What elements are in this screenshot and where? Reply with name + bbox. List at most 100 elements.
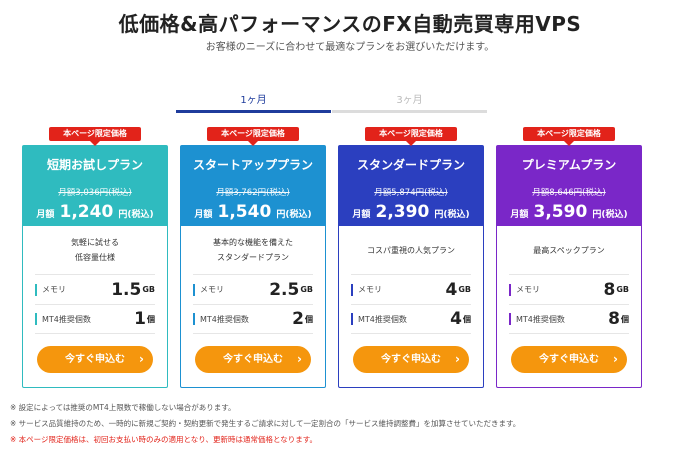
plan-name: スタートアッププラン xyxy=(192,158,313,172)
price-line: 月額 1,540 円(税込) xyxy=(181,202,325,222)
plan-card-premium: 本ページ限定価格 プレミアムプラン 月額8,646円(税込) 月額 3,590 … xyxy=(496,127,642,388)
plan-card-standard: 本ページ限定価格 スタンダードプラン 月額5,874円(税込) 月額 2,390… xyxy=(338,127,484,388)
spec-label: メモリ xyxy=(200,285,224,294)
plan-header: スタートアッププラン 月額3,762円(税込) 月額 1,540 円(税込) xyxy=(181,146,325,226)
spec-marker xyxy=(351,283,353,296)
spec-label: メモリ xyxy=(358,285,382,294)
apply-now-label: 今すぐ申込む xyxy=(223,354,283,365)
price-prefix: 月額 xyxy=(36,210,55,220)
limited-price-badge: 本ページ限定価格 xyxy=(523,127,615,141)
limited-price-badge: 本ページ限定価格 xyxy=(207,127,299,141)
spec-marker xyxy=(509,283,511,296)
spec-label: メモリ xyxy=(42,285,66,294)
plan-description-line: 最高スペックプラン xyxy=(533,245,605,255)
plan-card-trial: 本ページ限定価格 短期お試しプラン 月額3,036円(税込) 月額 1,240 … xyxy=(22,127,168,388)
plan-description: 基本的な機能を備えた スタンダードプラン xyxy=(181,226,325,274)
chevron-right-icon: › xyxy=(297,352,302,366)
spec-value: 1 xyxy=(134,309,146,329)
price-amount: 1,240 xyxy=(59,202,114,222)
spec-marker xyxy=(35,313,37,325)
footnote: ※ サービス品質維持のため、一時的に新規ご契約・契約更新で発生するご請求に対して… xyxy=(10,419,521,428)
footnote: ※ 設定によっては推奨のMT4上限数で稼働しない場合があります。 xyxy=(10,403,236,412)
spec-row-mt4: MT4推奨個数 4 個 xyxy=(351,304,471,334)
price-suffix: 円(税込) xyxy=(592,210,628,220)
apply-now-button[interactable]: 今すぐ申込む › xyxy=(353,346,469,373)
spec-label: MT4推奨個数 xyxy=(516,314,565,324)
plan-description: コスパ重視の人気プラン xyxy=(339,226,483,274)
price-line: 月額 3,590 円(税込) xyxy=(497,202,641,222)
spec-marker xyxy=(509,313,511,325)
plan-description-line: 低容量仕様 xyxy=(75,253,115,262)
spec-marker xyxy=(35,283,37,296)
spec-value: 8 xyxy=(608,309,620,329)
limited-price-badge: 本ページ限定価格 xyxy=(365,127,457,141)
plan-description: 最高スペックプラン xyxy=(497,226,641,274)
billing-period-tabs: 1ヶ月 3ヶ月 xyxy=(176,93,487,113)
old-price: 月額8,646円(税込) xyxy=(532,188,606,198)
plan-description-line: コスパ重視の人気プラン xyxy=(367,245,455,255)
spec-label: MT4推奨個数 xyxy=(200,314,249,324)
spec-label: メモリ xyxy=(516,285,540,294)
spec-marker xyxy=(193,313,195,325)
price-suffix: 円(税込) xyxy=(276,210,312,220)
plan-header: プレミアムプラン 月額8,646円(税込) 月額 3,590 円(税込) xyxy=(497,146,641,226)
spec-row-memory: メモリ 2.5 GB xyxy=(193,274,313,304)
footnotes: ※ 設定によっては推奨のMT4上限数で稼働しない場合があります。 ※ サービス品… xyxy=(10,400,520,448)
spec-row-memory: メモリ 4 GB xyxy=(351,274,471,304)
spec-unit: GB xyxy=(458,285,471,294)
spec-unit: 個 xyxy=(621,314,629,324)
plan-name: スタンダードプラン xyxy=(356,158,465,172)
price-line: 月額 2,390 円(税込) xyxy=(339,202,483,222)
apply-now-button[interactable]: 今すぐ申込む › xyxy=(511,346,627,373)
price-amount: 2,390 xyxy=(375,202,430,222)
price-prefix: 月額 xyxy=(510,210,529,220)
spec-marker xyxy=(193,283,195,296)
apply-now-label: 今すぐ申込む xyxy=(381,354,441,365)
spec-marker xyxy=(351,313,353,325)
apply-now-button[interactable]: 今すぐ申込む › xyxy=(37,346,153,373)
spec-unit: GB xyxy=(616,285,629,294)
apply-now-label: 今すぐ申込む xyxy=(539,354,599,365)
plan-name: プレミアムプラン xyxy=(521,158,617,172)
price-prefix: 月額 xyxy=(352,210,371,220)
spec-value: 4 xyxy=(450,309,462,329)
tab-1-month[interactable]: 1ヶ月 xyxy=(176,93,331,113)
spec-row-mt4: MT4推奨個数 8 個 xyxy=(509,304,629,334)
spec-unit: 個 xyxy=(305,314,313,324)
chevron-right-icon: › xyxy=(455,352,460,366)
spec-unit: 個 xyxy=(147,314,155,324)
plan-name: 短期お試しプラン xyxy=(46,158,143,172)
chevron-right-icon: › xyxy=(139,352,144,366)
old-price: 月額5,874円(税込) xyxy=(374,188,448,198)
page-title: 低価格&高パフォーマンスのFX自動売買専用VPS xyxy=(118,12,582,36)
plan-description-line: 気軽に試せる xyxy=(71,238,119,247)
price-suffix: 円(税込) xyxy=(434,210,470,220)
spec-unit: GB xyxy=(142,285,155,294)
spec-value: 2.5 xyxy=(269,279,300,300)
page-subtitle: お客様のニーズに合わせて最適なプランをお選びいただけます。 xyxy=(205,42,495,53)
plan-description: 気軽に試せる 低容量仕様 xyxy=(23,226,167,274)
tab-3-months[interactable]: 3ヶ月 xyxy=(332,93,487,113)
plan-header: スタンダードプラン 月額5,874円(税込) 月額 2,390 円(税込) xyxy=(339,146,483,226)
price-line: 月額 1,240 円(税込) xyxy=(23,202,167,222)
spec-row-memory: メモリ 1.5 GB xyxy=(35,274,155,304)
spec-label: MT4推奨個数 xyxy=(42,314,91,324)
spec-value: 2 xyxy=(292,309,304,329)
spec-unit: 個 xyxy=(463,314,471,324)
spec-row-mt4: MT4推奨個数 1 個 xyxy=(35,304,155,334)
spec-value: 4 xyxy=(445,279,458,300)
spec-unit: GB xyxy=(300,285,313,294)
old-price: 月額3,036円(税込) xyxy=(58,188,132,198)
footnote-warning: ※ 本ページ限定価格は、初回お支払い時のみの適用となり、更新時は通常価格となりま… xyxy=(10,435,318,444)
plan-description-line: スタンダードプラン xyxy=(217,253,289,262)
plan-card-startup: 本ページ限定価格 スタートアッププラン 月額3,762円(税込) 月額 1,54… xyxy=(180,127,326,388)
spec-row-mt4: MT4推奨個数 2 個 xyxy=(193,304,313,334)
spec-row-memory: メモリ 8 GB xyxy=(509,274,629,304)
limited-price-badge: 本ページ限定価格 xyxy=(49,127,141,141)
price-amount: 1,540 xyxy=(217,202,272,222)
apply-now-label: 今すぐ申込む xyxy=(65,354,125,365)
price-prefix: 月額 xyxy=(194,210,213,220)
apply-now-button[interactable]: 今すぐ申込む › xyxy=(195,346,311,373)
price-suffix: 円(税込) xyxy=(118,210,154,220)
chevron-right-icon: › xyxy=(613,352,618,366)
